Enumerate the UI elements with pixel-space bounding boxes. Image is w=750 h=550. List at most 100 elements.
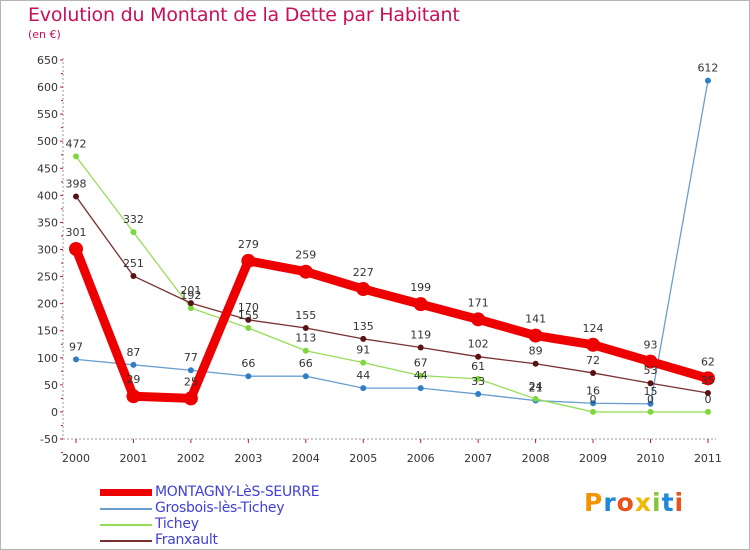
data-label: 199 — [410, 281, 431, 294]
data-point — [187, 367, 194, 374]
data-label: 53 — [644, 364, 658, 377]
legend-label: Grosbois-lès-Tichey — [155, 500, 285, 516]
axes: -500501001502002503003504004505005506006… — [37, 54, 722, 465]
data-point — [298, 264, 313, 279]
data-point — [360, 335, 367, 342]
y-tick-label: 150 — [37, 325, 58, 338]
x-tick-label: 2007 — [464, 452, 492, 465]
data-point — [187, 304, 194, 311]
data-point — [532, 360, 539, 367]
legend-label: Tichey — [155, 516, 199, 532]
chart-title: Evolution du Montant de la Dette par Hab… — [28, 4, 460, 26]
y-tick-label: 650 — [37, 54, 58, 67]
data-label: 332 — [123, 213, 144, 226]
data-label: 155 — [238, 309, 259, 322]
data-labels: 301 29 25 279 259 227 199 171 141 124 93 62 97 87 77 66… — [66, 62, 719, 406]
data-point — [475, 375, 482, 382]
data-label: 62 — [701, 355, 715, 368]
data-point — [417, 372, 424, 379]
data-point — [73, 153, 79, 160]
logo-letter: t — [661, 488, 675, 517]
x-tick-label: 2004 — [292, 452, 320, 465]
data-label: 93 — [644, 339, 658, 352]
data-point — [183, 391, 198, 406]
y-tick-label: 300 — [37, 244, 58, 257]
data-point — [643, 354, 658, 369]
data-point — [130, 273, 137, 280]
y-tick-label: 350 — [37, 216, 58, 229]
data-point — [73, 356, 79, 363]
data-point — [647, 400, 654, 407]
data-label: 170 — [238, 301, 259, 314]
data-point — [302, 325, 309, 332]
series-line-0 — [71, 244, 713, 403]
data-point — [532, 395, 539, 402]
data-label: 44 — [414, 369, 428, 382]
logo-letter: i — [674, 488, 685, 517]
data-label: 15 — [644, 385, 658, 398]
data-point — [704, 77, 711, 84]
legend-swatch — [100, 508, 152, 510]
y-tick-label: 50 — [44, 379, 58, 392]
data-label: 44 — [356, 369, 370, 382]
x-tick-label: 2010 — [637, 452, 665, 465]
data-point — [413, 297, 428, 312]
data-point — [73, 193, 79, 200]
logo-letter: o — [616, 488, 635, 517]
x-tick-label: 2009 — [579, 452, 607, 465]
series-line-2 — [75, 155, 709, 413]
data-label: 171 — [468, 296, 489, 309]
data-label: 33 — [471, 375, 485, 388]
y-tick-label: 450 — [37, 162, 58, 175]
data-point — [647, 380, 654, 387]
data-point — [704, 408, 711, 415]
logo-letter: P — [584, 488, 604, 517]
x-tick-label: 2008 — [522, 452, 550, 465]
series-line-1 — [75, 79, 709, 405]
data-point — [130, 229, 137, 236]
data-point — [245, 316, 252, 323]
series-layer — [69, 77, 715, 415]
data-point — [241, 253, 256, 268]
data-label: 24 — [529, 380, 543, 393]
data-point — [187, 300, 194, 307]
data-point — [302, 373, 309, 380]
data-label: 89 — [529, 345, 543, 358]
y-tick-label: 500 — [37, 135, 58, 148]
data-label: 0 — [704, 393, 711, 406]
x-tick-label: 2003 — [234, 452, 262, 465]
legend-label: Franxault — [155, 532, 218, 548]
data-point — [700, 371, 715, 386]
data-label: 91 — [356, 344, 370, 357]
y-tick-label: 250 — [37, 271, 58, 284]
data-label: 67 — [414, 357, 428, 370]
x-tick-label: 2006 — [407, 452, 435, 465]
data-point — [130, 361, 137, 368]
data-label: 279 — [238, 238, 259, 251]
data-label: 25 — [184, 375, 198, 388]
legend-label: MONTAGNY-LèS-SEURRE — [155, 484, 320, 500]
data-label: 141 — [525, 313, 546, 326]
data-label: 102 — [468, 338, 489, 351]
data-point — [417, 344, 424, 351]
data-point — [356, 282, 371, 297]
data-label: 201 — [180, 284, 201, 297]
data-label: 135 — [353, 320, 374, 333]
data-label: 21 — [529, 382, 543, 395]
data-label: 0 — [590, 393, 597, 406]
data-point — [360, 385, 367, 392]
data-point — [475, 391, 482, 398]
data-point — [590, 369, 597, 376]
logo-letter: r — [603, 488, 617, 517]
data-label: 192 — [180, 289, 201, 302]
data-label: 251 — [123, 257, 144, 270]
data-label: 259 — [295, 249, 316, 262]
data-label: 113 — [295, 332, 316, 345]
data-label: 16 — [586, 384, 600, 397]
data-point — [704, 389, 711, 396]
data-label: 227 — [353, 266, 374, 279]
x-tick-label: 2000 — [62, 452, 90, 465]
data-point — [590, 408, 597, 415]
